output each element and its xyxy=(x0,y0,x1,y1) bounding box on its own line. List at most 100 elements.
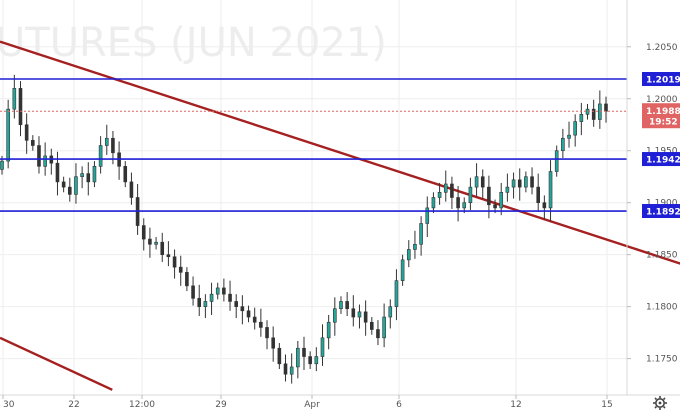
candle-down xyxy=(86,173,91,183)
level-price-badge xyxy=(642,152,680,167)
candle-down xyxy=(178,266,183,273)
bar-countdown-label: 19:52 xyxy=(649,118,678,128)
candle-down xyxy=(234,301,239,307)
candle-down xyxy=(240,306,245,312)
x-tick-label: 15 xyxy=(601,400,612,410)
candle-up xyxy=(443,183,448,193)
candle-up xyxy=(154,241,158,245)
candle-up xyxy=(554,150,559,172)
candle-up xyxy=(289,366,294,375)
x-tick-label: 29 xyxy=(215,400,227,410)
candle-up xyxy=(462,202,467,209)
candle-up xyxy=(406,249,411,261)
candle-up xyxy=(585,108,590,115)
candle-down xyxy=(31,140,35,146)
candle-up xyxy=(499,192,504,209)
y-tick-label: 1.1750 xyxy=(646,355,678,365)
y-tick-label: 1.1800 xyxy=(646,303,678,313)
candle-up xyxy=(357,311,362,318)
candle-up xyxy=(296,347,300,368)
candle-down xyxy=(123,166,128,183)
candle-down xyxy=(265,327,269,339)
candle-down xyxy=(129,181,134,198)
settings-icon[interactable] xyxy=(653,396,667,410)
candle-up xyxy=(505,186,510,193)
candle-up xyxy=(431,197,436,209)
candle-down xyxy=(591,108,596,120)
current-price-badge xyxy=(642,103,680,129)
candle-down xyxy=(185,272,189,287)
candle-up xyxy=(474,176,479,188)
candle-up xyxy=(561,137,565,152)
candle-up xyxy=(12,88,17,110)
candle-up xyxy=(98,145,103,167)
candle-up xyxy=(209,293,214,302)
y-tick-label: 1.2050 xyxy=(646,43,678,53)
candle-up xyxy=(333,308,337,323)
candle-down xyxy=(480,176,485,188)
candle-up xyxy=(598,103,602,120)
y-tick-label: 1.1850 xyxy=(646,251,678,261)
candle-up xyxy=(511,179,516,188)
candle-up xyxy=(104,137,109,146)
candle-down xyxy=(246,310,251,318)
candle-down xyxy=(542,202,547,209)
current-price-label: 1.1988 xyxy=(646,107,680,117)
candle-up xyxy=(6,108,10,162)
level-price-badge xyxy=(642,204,680,219)
chart-grid xyxy=(0,0,627,395)
candle-up xyxy=(413,243,417,250)
level-price-label: 1.1892 xyxy=(646,208,680,218)
candle-down xyxy=(166,254,171,258)
candle-up xyxy=(579,114,584,122)
candle-down xyxy=(222,287,226,295)
y-tick-label: 1.1950 xyxy=(646,147,678,157)
level-price-label: 1.1942 xyxy=(646,156,680,166)
candle-down xyxy=(148,238,152,245)
candle-down xyxy=(456,197,460,209)
level-price-badge xyxy=(642,72,680,86)
candle-down xyxy=(493,204,497,209)
candle-down xyxy=(252,316,257,323)
x-tick-label: 12 xyxy=(510,400,521,410)
time-axis[interactable]: 30 22 12:00 29 Apr 6 12 15 xyxy=(2,395,613,410)
candle-up xyxy=(203,301,208,307)
candle-down xyxy=(228,293,232,302)
candle-up xyxy=(326,321,331,339)
candle-down xyxy=(369,321,374,330)
candle-down xyxy=(450,183,454,198)
candle-up xyxy=(339,301,343,310)
candle-up xyxy=(567,134,571,139)
candle-down xyxy=(283,363,288,375)
candle-down xyxy=(61,181,66,188)
x-tick-label: 22 xyxy=(68,400,79,410)
candle-down xyxy=(530,176,534,188)
candle-down xyxy=(376,329,380,339)
candle-up xyxy=(548,171,553,209)
candle-down xyxy=(487,186,491,206)
candle-up xyxy=(382,316,386,339)
price-axis[interactable]: 1.2050 1.2000 1.1950 1.1900 1.1850 1.1800 1.17… xyxy=(627,43,678,365)
candle-down xyxy=(160,241,165,255)
candle-down xyxy=(37,145,41,167)
candle-down xyxy=(18,88,23,126)
candle-down xyxy=(536,186,541,203)
candle-up xyxy=(425,207,430,224)
candle-up xyxy=(314,356,319,365)
candle-up xyxy=(320,337,325,357)
candle-down xyxy=(308,356,312,365)
x-tick-label: 6 xyxy=(396,400,402,410)
candle-down xyxy=(271,337,275,349)
candle-down xyxy=(517,179,522,188)
candle-up xyxy=(400,259,405,281)
candle-up xyxy=(92,166,97,183)
candle-up xyxy=(43,155,47,167)
candle-up xyxy=(80,173,84,178)
candle-down xyxy=(67,186,72,195)
candle-down xyxy=(302,347,306,357)
candle-up xyxy=(74,176,78,195)
y-tick-label: 1.1900 xyxy=(646,199,678,209)
candle-up xyxy=(437,192,442,198)
